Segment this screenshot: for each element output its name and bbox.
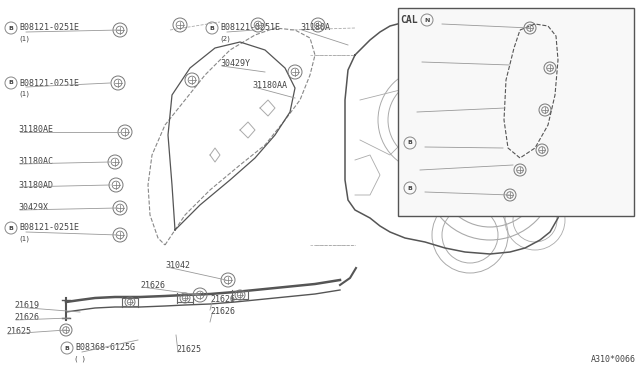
Text: B: B	[8, 225, 13, 231]
Text: 30429X: 30429X	[18, 203, 48, 212]
Text: B08121-0251E: B08121-0251E	[418, 183, 474, 192]
Text: 21619: 21619	[14, 301, 39, 310]
Text: (1): (1)	[418, 196, 427, 202]
Text: 31180AE: 31180AE	[18, 125, 53, 135]
Text: (1): (1)	[418, 151, 427, 157]
Text: 30429X: 30429X	[418, 164, 445, 173]
Text: B08121-0251E: B08121-0251E	[19, 78, 79, 87]
Text: 21626: 21626	[210, 308, 235, 317]
Text: 30429Y: 30429Y	[220, 60, 250, 68]
Text: B08121-0251E: B08121-0251E	[19, 224, 79, 232]
Text: 31180G: 31180G	[420, 55, 448, 64]
Text: A310*0066: A310*0066	[591, 355, 636, 364]
Text: B: B	[65, 346, 69, 350]
Text: 21626: 21626	[140, 280, 165, 289]
Text: CAL: CAL	[400, 15, 418, 25]
Text: B08121-0251E: B08121-0251E	[418, 138, 474, 148]
Text: B08121-0251E: B08121-0251E	[19, 23, 79, 32]
Text: 21626: 21626	[14, 314, 39, 323]
Text: (1): (1)	[435, 29, 444, 33]
Text: B: B	[408, 186, 412, 190]
Text: 21625: 21625	[176, 346, 201, 355]
Text: B08368-6125G: B08368-6125G	[75, 343, 135, 353]
Text: 21625: 21625	[6, 327, 31, 337]
Text: N: N	[424, 17, 429, 22]
Text: (  ): ( )	[75, 356, 85, 362]
Text: 31180A: 31180A	[300, 23, 330, 32]
Text: (1): (1)	[19, 36, 29, 42]
Text: 21626: 21626	[210, 295, 235, 305]
Text: B: B	[8, 26, 13, 31]
Text: B: B	[209, 26, 214, 31]
Text: 31180AC: 31180AC	[18, 157, 53, 167]
Text: (2): (2)	[220, 36, 230, 42]
Text: 31042: 31042	[165, 260, 190, 269]
Bar	[398, 8, 634, 216]
Text: (1): (1)	[19, 236, 29, 242]
Text: 31180AD: 31180AD	[18, 180, 53, 189]
Text: 31180AB: 31180AB	[415, 106, 447, 115]
Text: 31180AA: 31180AA	[252, 80, 287, 90]
Text: B: B	[8, 80, 13, 86]
Text: B: B	[408, 141, 412, 145]
Text: N08918-2401A: N08918-2401A	[435, 16, 490, 25]
Text: B08121-0251E: B08121-0251E	[220, 23, 280, 32]
Text: (1): (1)	[19, 91, 29, 97]
